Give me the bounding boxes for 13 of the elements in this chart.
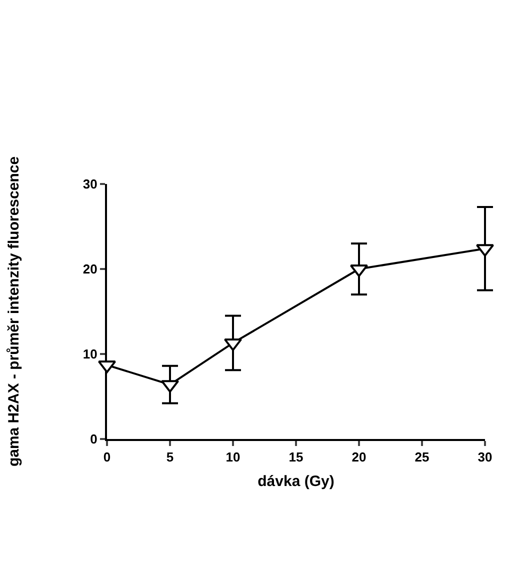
x-tick-label: 15 [288,450,304,465]
x-axis-title: dávka (Gy) [258,473,334,490]
y-tick-label: 10 [82,346,98,362]
x-tick-label: 20 [352,450,366,465]
y-tick-label: 30 [82,176,98,192]
y-tick-label: 0 [90,432,98,447]
x-tick-label: 10 [226,450,240,465]
x-tick-label: 0 [103,450,111,465]
y-axis-title: gama H2AX - průměr intenzity fluorescence [6,156,23,467]
x-tick-label: 5 [166,450,174,465]
y-tick-label: 20 [82,262,98,277]
x-tick-label: 30 [478,450,492,465]
x-tick-label: 25 [414,450,430,465]
